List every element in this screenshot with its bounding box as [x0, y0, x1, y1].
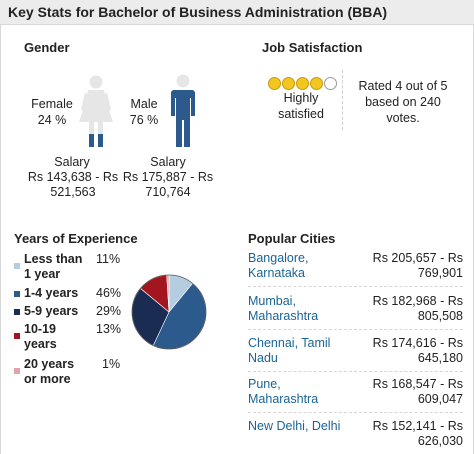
male-label: Male	[130, 97, 158, 111]
city-4-salary-line1: Rs 152,141 - Rs	[372, 419, 463, 433]
experience-percent-4: 1%	[102, 357, 121, 371]
satisfaction-status-line1: Highly	[283, 91, 319, 105]
smiley-filled-icon	[296, 77, 309, 91]
city-2-name-line1[interactable]: Chennai, Tamil	[248, 336, 331, 350]
male-salary-range-line1: Rs 175,887 - Rs	[122, 170, 214, 184]
experience-percent-2: 29%	[96, 304, 122, 318]
female-salary-range-line1: Rs 143,638 - Rs	[27, 170, 119, 184]
city-3-name-line2[interactable]: Maharashtra	[248, 392, 319, 406]
city-0-name-line2[interactable]: Karnataka	[248, 266, 305, 280]
city-2-name-line2[interactable]: Nadu	[248, 351, 278, 365]
experience-label-4-line1: 20 years	[24, 357, 75, 371]
legend-swatch-0	[14, 263, 20, 269]
section-title: Key Stats for Bachelor of Business Admin…	[8, 4, 388, 20]
female-salary-range-line2: 521,563	[50, 185, 96, 199]
smiley-filled-icon	[268, 77, 281, 91]
male-percent: 76 %	[129, 113, 159, 127]
rating-text-line3: votes.	[386, 111, 420, 125]
male-salary-label: Salary	[150, 155, 186, 169]
satisfaction-divider	[342, 70, 343, 130]
city-1-salary-line1: Rs 182,968 - Rs	[372, 294, 463, 308]
experience-pie-chart	[131, 274, 207, 350]
experience-label-1-line1: 1-4 years	[24, 286, 79, 300]
city-0-salary-line1: Rs 205,657 - Rs	[372, 251, 463, 265]
city-divider	[248, 371, 463, 372]
experience-percent-0: 11%	[96, 252, 121, 266]
cities-heading: Popular Cities	[248, 231, 336, 246]
smiley-filled-icon	[282, 77, 295, 91]
rating-text-line2: based on 240	[365, 95, 441, 109]
experience-label-2-line1: 5-9 years	[24, 304, 79, 318]
female-figure-icon	[79, 75, 113, 147]
legend-swatch-4	[14, 368, 20, 374]
smiley-filled-icon	[310, 77, 323, 91]
city-3-name-line1[interactable]: Pune,	[248, 377, 281, 391]
satisfaction-rating	[268, 76, 338, 91]
smiley-empty-icon	[324, 77, 337, 91]
city-divider	[248, 329, 463, 330]
pie-outline	[131, 274, 207, 350]
city-4-salary-line2: 626,030	[417, 434, 463, 448]
experience-label-3-line2: years	[24, 337, 57, 351]
male-salary-range-line2: 710,764	[145, 185, 191, 199]
job-satisfaction-heading: Job Satisfaction	[262, 40, 363, 55]
city-2-salary-line2: 645,180	[417, 351, 463, 365]
city-0-name-line1[interactable]: Bangalore,	[248, 251, 309, 265]
city-0-salary-line2: 769,901	[417, 266, 463, 280]
experience-label-4-line2: or more	[24, 372, 71, 386]
city-4-name-line1[interactable]: New Delhi, Delhi	[248, 419, 341, 433]
city-divider	[248, 412, 463, 413]
city-1-name-line1[interactable]: Mumbai,	[248, 294, 296, 308]
female-percent: 24 %	[37, 113, 67, 127]
satisfaction-status-line2: satisfied	[278, 107, 324, 121]
experience-percent-3: 13%	[96, 322, 122, 336]
rating-text-line1: Rated 4 out of 5	[358, 79, 448, 93]
male-figure-icon	[171, 74, 195, 147]
legend-swatch-2	[14, 309, 20, 315]
experience-label-0-line1: Less than	[24, 252, 83, 266]
experience-label-3-line1: 10-19	[24, 322, 56, 336]
city-2-salary-line1: Rs 174,616 - Rs	[372, 336, 463, 350]
city-divider	[248, 286, 463, 287]
gender-heading: Gender	[24, 40, 70, 55]
frame-border-left	[0, 24, 1, 454]
section-header: Key Stats for Bachelor of Business Admin…	[0, 0, 474, 25]
city-3-salary-line2: 609,047	[417, 392, 463, 406]
legend-swatch-1	[14, 291, 20, 297]
experience-label-0-line2: 1 year	[24, 267, 61, 281]
legend-swatch-3	[14, 333, 20, 339]
experience-heading: Years of Experience	[14, 231, 138, 246]
city-1-name-line2[interactable]: Maharashtra	[248, 309, 319, 323]
female-label: Female	[31, 97, 73, 111]
experience-percent-1: 46%	[96, 286, 122, 300]
female-salary-label: Salary	[54, 155, 90, 169]
city-1-salary-line2: 805,508	[417, 309, 463, 323]
city-3-salary-line1: Rs 168,547 - Rs	[372, 377, 463, 391]
